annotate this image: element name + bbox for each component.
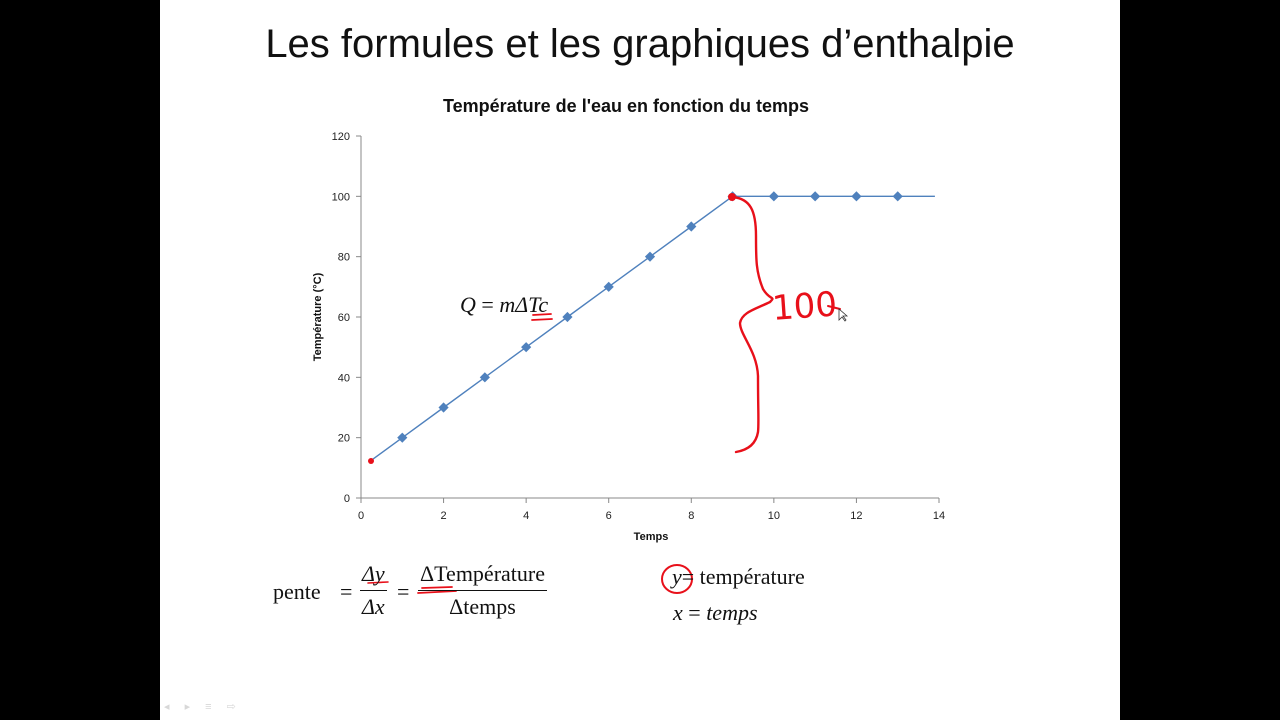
y-tick-label: 60 bbox=[338, 312, 350, 324]
y-tick-label: 0 bbox=[344, 493, 350, 505]
fraction-dtemperature: ΔTempérature bbox=[418, 561, 547, 591]
fraction-dy: Δy bbox=[360, 561, 387, 591]
pente-equals-1: = bbox=[340, 579, 353, 604]
x-tick-label: 0 bbox=[358, 510, 364, 522]
chart-series bbox=[370, 191, 935, 461]
slide: Les formules et les graphiques d’enthalp… bbox=[160, 0, 1120, 720]
ink-annotations: 100 bbox=[367, 193, 841, 594]
x-tick-label: 12 bbox=[850, 510, 862, 522]
ink-tail bbox=[827, 305, 841, 310]
data-point bbox=[810, 191, 821, 202]
formula-q: Q = mΔTc bbox=[460, 292, 548, 318]
x-equals: = bbox=[682, 600, 707, 625]
mouse-cursor-icon bbox=[838, 308, 849, 322]
formula-q-lhs: Q bbox=[460, 292, 476, 317]
data-point bbox=[479, 372, 490, 383]
data-point bbox=[892, 191, 903, 202]
y-tick-label: 40 bbox=[338, 372, 350, 384]
y-tick-label: 120 bbox=[332, 131, 350, 143]
formula-q-rhs: mΔTc bbox=[499, 292, 549, 317]
y-definition-text: = température bbox=[681, 564, 805, 589]
pente-label: pente bbox=[273, 579, 321, 604]
data-point bbox=[521, 342, 532, 353]
y-variable: y bbox=[672, 564, 682, 589]
fraction-dtemp-dtime: ΔTempérature Δtemps bbox=[418, 561, 547, 620]
slide-nav-controls[interactable]: ◂ ▸ ≡ ⇨ bbox=[164, 701, 242, 713]
pente-equals-2: = bbox=[397, 579, 410, 604]
x-definition: x = temps bbox=[673, 600, 758, 626]
y-tick-label: 100 bbox=[332, 191, 350, 203]
data-point bbox=[562, 311, 573, 323]
ink-dot-peak bbox=[728, 193, 736, 201]
x-tick-label: 6 bbox=[606, 510, 612, 522]
slide-title: Les formules et les graphiques d’enthalp… bbox=[265, 22, 1015, 66]
data-point bbox=[644, 251, 656, 262]
x-tick-label: 14 bbox=[933, 510, 945, 522]
ink-dot-start bbox=[368, 458, 374, 464]
ink-underline-delta-t bbox=[417, 586, 457, 594]
chart: Température de l'eau en fonction du temp… bbox=[312, 96, 945, 594]
ink-underline-delta-y bbox=[367, 581, 389, 584]
data-point bbox=[603, 281, 614, 292]
x-axis-label: Temps bbox=[634, 531, 669, 543]
y-tick-label: 80 bbox=[338, 252, 350, 264]
formula-q-equals: = bbox=[475, 292, 500, 317]
data-point bbox=[851, 191, 862, 202]
data-point bbox=[438, 402, 449, 413]
x-definition-text: temps bbox=[706, 600, 758, 625]
series-line bbox=[370, 195, 935, 461]
data-point bbox=[768, 191, 779, 202]
chart-title: Température de l'eau en fonction du temp… bbox=[443, 96, 809, 116]
x-tick-label: 8 bbox=[688, 510, 694, 522]
y-axis-label: Température (°C) bbox=[312, 272, 324, 361]
ink-underline-delta bbox=[531, 313, 553, 321]
x-variable: x bbox=[673, 600, 683, 625]
fraction-dtemps: Δtemps bbox=[449, 594, 516, 619]
data-point bbox=[397, 432, 408, 443]
ink-brace bbox=[731, 195, 774, 454]
y-definition: y= température bbox=[672, 564, 805, 590]
x-tick-label: 2 bbox=[441, 510, 447, 522]
fraction-dx: Δx bbox=[362, 594, 385, 619]
ink-circle-y bbox=[661, 564, 693, 594]
y-tick-label: 20 bbox=[338, 433, 350, 445]
chart-axes: 0 20 40 60 80 100 120 0 2 4 6 8 10 12 14 bbox=[332, 131, 945, 522]
ink-handwritten-number: 100 bbox=[771, 284, 839, 328]
fraction-dy-dx: Δy Δx bbox=[360, 561, 387, 620]
x-tick-label: 10 bbox=[768, 510, 780, 522]
x-tick-label: 4 bbox=[523, 510, 529, 522]
data-point bbox=[686, 221, 697, 232]
